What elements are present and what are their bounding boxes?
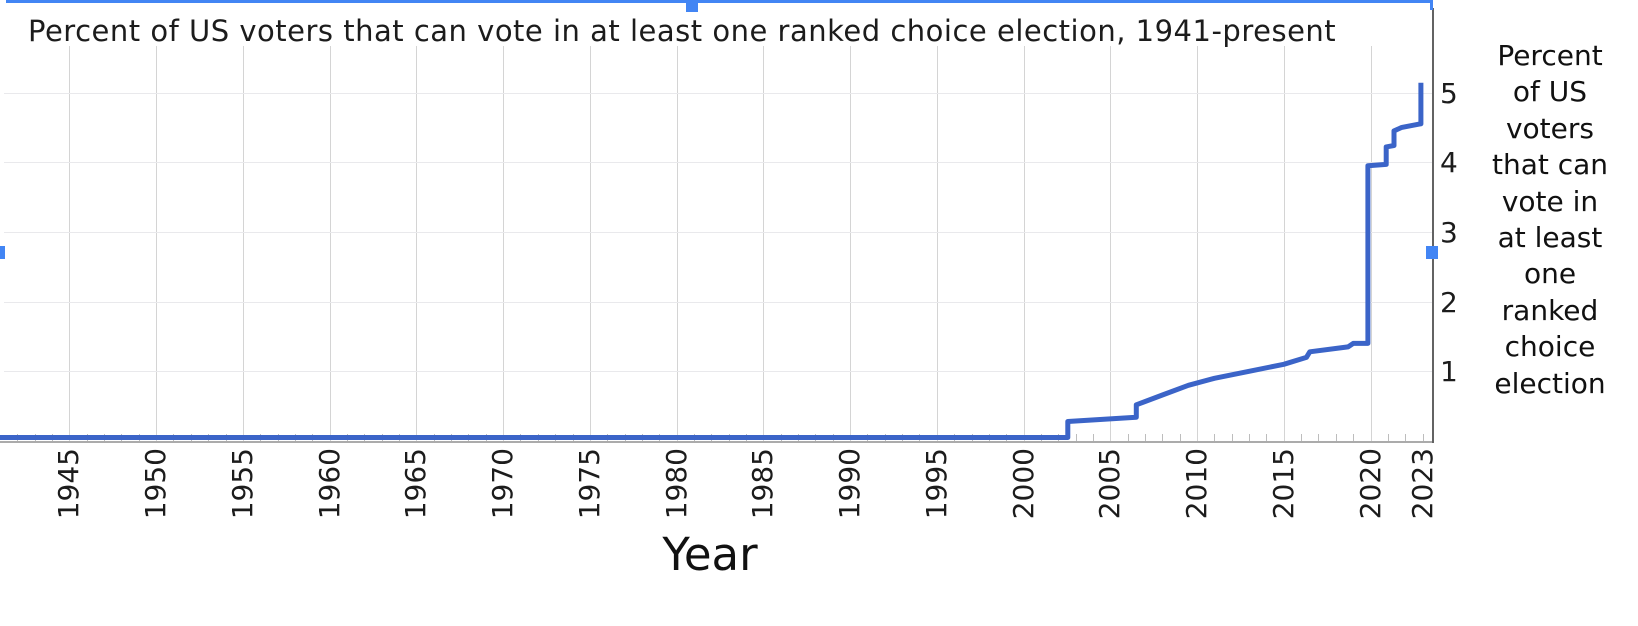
gridline-y-2 (4, 302, 1433, 303)
gridline-x-2005 (1110, 46, 1111, 441)
y-tick-label-5: 5 (1440, 76, 1458, 110)
gridline-x-1990 (850, 46, 851, 441)
gridline-y-5 (4, 93, 1433, 94)
selection-handle-right-middle[interactable] (1426, 246, 1438, 259)
gridline-y-3 (4, 232, 1433, 233)
minor-tick-2023 (1423, 434, 1424, 442)
x-tick-label-1955: 1955 (226, 448, 259, 520)
selection-handle-left-middle[interactable] (0, 246, 5, 259)
gridline-x-1995 (937, 46, 938, 441)
y-tick-label-1: 1 (1440, 354, 1458, 388)
x-tick-label-1985: 1985 (746, 448, 779, 520)
x-tick-label-1990: 1990 (833, 448, 866, 520)
gridline-x-2015 (1284, 46, 1285, 441)
gridline-x-1950 (156, 46, 157, 441)
gridline-x-1960 (330, 46, 331, 441)
x-axis-title: Year (662, 528, 758, 581)
x-tick-label-2005: 2005 (1093, 448, 1126, 520)
x-axis-line (0, 441, 1434, 443)
gridline-x-2020 (1371, 46, 1372, 441)
gridline-x-2010 (1197, 46, 1198, 441)
x-tick-label-2000: 2000 (1007, 448, 1040, 520)
gridline-y-4 (4, 162, 1433, 163)
chart-title: Percent of US voters that can vote in at… (28, 14, 1337, 48)
x-tick-label-1960: 1960 (313, 448, 346, 520)
x-tick-label-2023: 2023 (1406, 448, 1439, 520)
gridline-x-1980 (677, 46, 678, 441)
y-tick-label-2: 2 (1440, 285, 1458, 319)
x-tick-label-1980: 1980 (660, 448, 693, 520)
x-tick-label-2010: 2010 (1180, 448, 1213, 520)
selection-handle-top-middle[interactable] (686, 0, 698, 12)
x-tick-label-1975: 1975 (573, 448, 606, 520)
x-tick-label-1950: 1950 (139, 448, 172, 520)
gridline-x-2000 (1024, 46, 1025, 441)
x-tick-label-2015: 2015 (1267, 448, 1300, 520)
y-tick-label-3: 3 (1440, 215, 1458, 249)
y-tick-label-4: 4 (1440, 145, 1458, 179)
x-tick-label-1970: 1970 (486, 448, 519, 520)
x-tick-label-2020: 2020 (1354, 448, 1387, 520)
gridline-x-1965 (416, 46, 417, 441)
x-tick-label-1945: 1945 (52, 448, 85, 520)
x-tick-label-1965: 1965 (399, 448, 432, 520)
gridline-y-1 (4, 371, 1433, 372)
selection-border-top[interactable] (6, 0, 1433, 3)
selection-border-right[interactable] (1430, 0, 1433, 10)
y-axis-title: Percent of US voters that can vote in at… (1491, 39, 1609, 400)
gridline-x-1975 (590, 46, 591, 441)
gridline-x-1955 (243, 46, 244, 441)
x-tick-label-1995: 1995 (920, 448, 953, 520)
y-axis-spine (1432, 8, 1434, 443)
gridline-x-1985 (763, 46, 764, 441)
gridline-x-1970 (503, 46, 504, 441)
gridline-x-1945 (69, 46, 70, 441)
